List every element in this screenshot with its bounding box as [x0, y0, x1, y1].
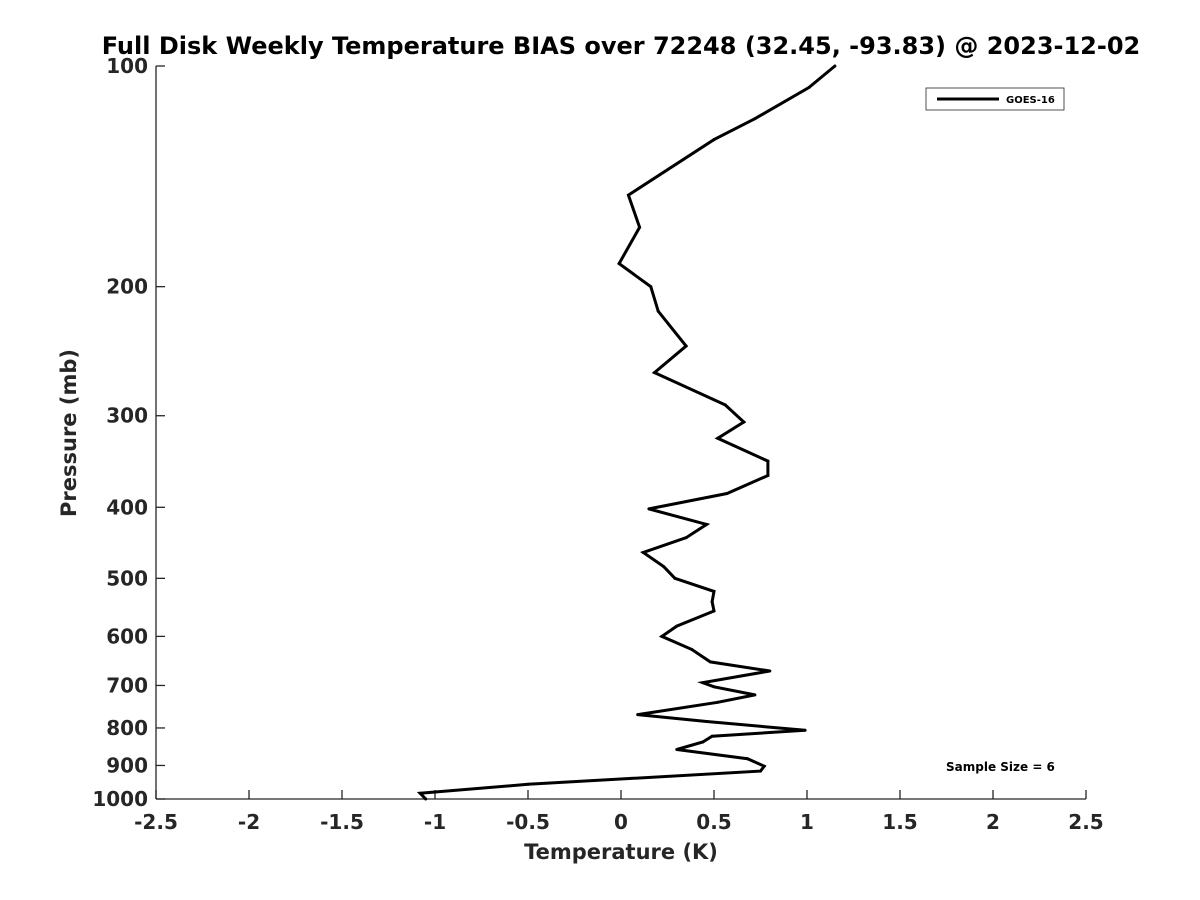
data-point	[716, 700, 720, 704]
x-tick-label: -1.5	[320, 810, 364, 834]
data-point	[617, 262, 621, 266]
x-tick-label: 1	[800, 810, 814, 834]
x-tick-label: -0.5	[506, 810, 550, 834]
data-point	[424, 797, 428, 801]
data-point	[753, 117, 757, 121]
data-point	[710, 734, 714, 738]
data-point	[803, 728, 807, 732]
data-point	[705, 720, 709, 723]
x-tick-label: -2	[238, 810, 260, 834]
data-point	[660, 634, 664, 638]
y-tick-label: 400	[106, 495, 148, 519]
legend-label-goes-16: GOES-16	[1006, 95, 1055, 106]
data-point	[759, 769, 762, 773]
data-point	[712, 685, 716, 689]
data-point	[673, 576, 677, 580]
data-point	[647, 507, 651, 511]
data-point	[690, 647, 694, 651]
data-point	[710, 600, 714, 604]
chart-title: Full Disk Weekly Temperature BIAS over 7…	[102, 32, 1141, 60]
y-tick-label: 300	[106, 404, 148, 428]
data-point	[725, 492, 729, 495]
x-ticks: -2.5 -2 -1.5 -1 -0.5 0 0.5 1 1.5 2 2.5	[134, 790, 1104, 834]
x-tick-label: -1	[424, 810, 446, 834]
data-point	[701, 681, 705, 685]
data-point	[833, 64, 837, 68]
x-tick-label: -2.5	[134, 810, 178, 834]
data-point	[649, 285, 653, 289]
sample-size-annotation: Sample Size = 6	[946, 760, 1055, 774]
data-point	[653, 371, 656, 375]
x-tick-label: 1.5	[882, 810, 917, 834]
data-point	[716, 436, 720, 440]
data-point	[662, 565, 666, 569]
data-point	[636, 713, 640, 717]
data-point	[418, 791, 422, 795]
y-tick-label: 1000	[92, 787, 148, 811]
y-ticks: 100 200 300 400 500 600 700 800 900 1000	[92, 54, 165, 811]
data-point	[675, 748, 679, 751]
y-tick-label: 200	[106, 275, 148, 299]
data-point	[762, 764, 766, 768]
data-point	[766, 474, 770, 477]
data-point	[742, 420, 746, 424]
y-tick-label: 700	[106, 673, 148, 697]
data-point	[723, 403, 727, 407]
data-point	[705, 522, 709, 526]
x-tick-label: 2	[986, 810, 1000, 834]
data-point	[701, 740, 705, 744]
data-point	[807, 86, 811, 89]
data-point	[526, 782, 530, 786]
y-tick-label: 900	[106, 753, 148, 777]
y-tick-label: 800	[106, 716, 148, 740]
x-axis-label: Temperature (K)	[524, 840, 718, 864]
y-tick-label: 600	[106, 624, 148, 648]
data-point	[675, 624, 679, 628]
x-tick-label: 2.5	[1068, 810, 1103, 834]
y-tick-label: 500	[106, 566, 148, 590]
data-point	[638, 225, 642, 229]
data-point	[712, 609, 716, 613]
data-point	[712, 589, 716, 593]
data-point	[708, 660, 712, 664]
legend: GOES-16	[925, 87, 1065, 111]
data-point	[684, 536, 688, 540]
data-point	[712, 138, 716, 142]
data-point	[626, 193, 630, 197]
data-point	[768, 669, 772, 673]
x-tick-label: 0	[614, 810, 628, 834]
x-tick-label: 0.5	[696, 810, 731, 834]
y-axis-label: Pressure (mb)	[57, 349, 81, 517]
data-point	[656, 309, 660, 313]
data-point	[684, 344, 688, 348]
y-tick-label: 100	[106, 54, 148, 78]
data-point	[753, 693, 757, 697]
series-points	[418, 64, 837, 801]
data-point	[641, 551, 645, 554]
data-point	[746, 757, 749, 761]
data-point	[766, 459, 770, 463]
